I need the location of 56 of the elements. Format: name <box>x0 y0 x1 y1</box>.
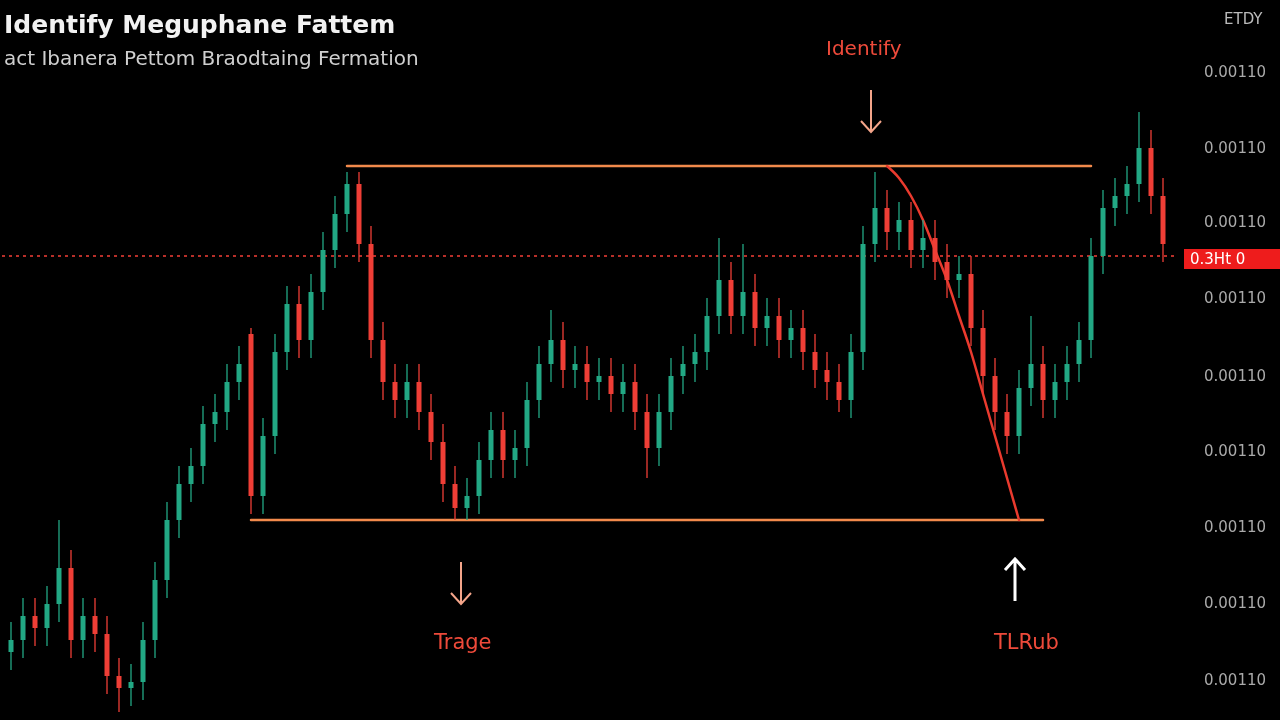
candlestick <box>836 363 842 413</box>
candlestick <box>464 477 470 521</box>
candlestick <box>128 663 134 707</box>
candlestick <box>548 309 554 383</box>
candlestick <box>20 597 26 659</box>
text: Identify <box>826 36 902 60</box>
text: ETDY <box>1224 10 1263 28</box>
candlestick <box>776 297 782 359</box>
candlestick <box>236 345 242 401</box>
candlestick <box>884 189 890 251</box>
text: 0.00110 <box>1204 63 1267 81</box>
candlestick <box>404 363 410 419</box>
candlestick <box>1052 363 1058 419</box>
annotation: TLRub <box>994 630 1059 654</box>
candlestick <box>812 333 818 389</box>
candlestick <box>692 333 698 383</box>
candlestick <box>800 309 806 371</box>
text: 0.00110 <box>1204 139 1267 157</box>
candlestick <box>1112 177 1118 227</box>
candlestick <box>608 357 614 413</box>
text: 0.3Ht 0 <box>1184 249 1280 269</box>
candlestick <box>92 597 98 653</box>
candlestick <box>512 429 518 479</box>
chart-title: Identify Meguphane Fattem <box>4 10 396 39</box>
candlestick <box>788 309 794 359</box>
candlestick <box>1028 315 1034 407</box>
text: 0.00110 <box>1204 671 1267 689</box>
text: 0.00110 <box>1204 289 1267 307</box>
candlestick <box>212 393 218 443</box>
text: 0.00110 <box>1204 213 1267 231</box>
candlestick <box>1076 321 1082 383</box>
text: 0.00110 <box>1204 442 1267 460</box>
candlestick <box>116 657 122 713</box>
candlestick <box>188 447 194 503</box>
candlestick <box>1064 345 1070 401</box>
candlestick <box>680 345 686 395</box>
annotation: Trage <box>434 630 492 654</box>
candlestick <box>584 345 590 401</box>
candlestick <box>452 465 458 521</box>
candlestick <box>1004 393 1010 455</box>
candlestick <box>896 201 902 251</box>
candlestick <box>572 345 578 389</box>
text: 0.00110 <box>1204 518 1267 536</box>
candlestick <box>32 597 38 647</box>
candlestick <box>824 351 830 401</box>
candlestick <box>1124 165 1130 215</box>
candlestick <box>80 597 86 659</box>
candlestick <box>620 363 626 413</box>
text: 0.00110 <box>1204 367 1267 385</box>
candlestick <box>764 297 770 347</box>
candlestick <box>596 357 602 401</box>
text: 0.00110 <box>1204 594 1267 612</box>
candlestick <box>44 585 50 647</box>
candlestick <box>8 621 14 671</box>
candlestick <box>392 363 398 419</box>
chart-subtitle: act Ibanera Pettom Braodtaing Fermation <box>4 46 419 70</box>
